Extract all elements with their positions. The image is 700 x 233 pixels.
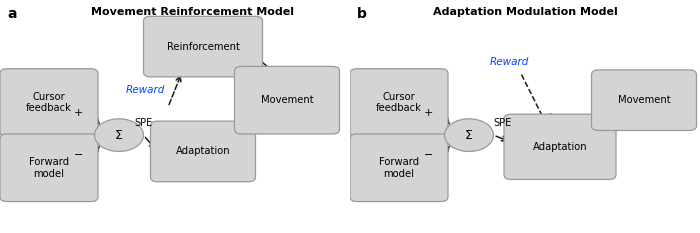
Text: Σ: Σ <box>465 129 473 142</box>
FancyBboxPatch shape <box>0 69 98 136</box>
Text: SPE: SPE <box>493 118 512 128</box>
FancyBboxPatch shape <box>504 114 616 179</box>
Text: Forward
model: Forward model <box>29 157 69 178</box>
FancyBboxPatch shape <box>0 134 98 202</box>
Text: Forward
model: Forward model <box>379 157 419 178</box>
FancyBboxPatch shape <box>592 70 696 130</box>
Text: Movement: Movement <box>617 95 671 105</box>
Text: −: − <box>424 151 433 161</box>
Text: +: + <box>424 109 433 119</box>
Text: SPE: SPE <box>134 118 153 128</box>
Text: Movement Reinforcement Model: Movement Reinforcement Model <box>91 7 294 17</box>
FancyBboxPatch shape <box>234 66 340 134</box>
Text: Σ: Σ <box>115 129 123 142</box>
Text: b: b <box>357 7 367 21</box>
Circle shape <box>94 119 144 151</box>
Text: Adaptation: Adaptation <box>176 147 230 156</box>
Text: Cursor
feedback: Cursor feedback <box>26 92 72 113</box>
Circle shape <box>444 119 493 151</box>
FancyBboxPatch shape <box>350 69 448 136</box>
Text: Reward: Reward <box>490 57 529 67</box>
Text: +: + <box>74 109 83 119</box>
Text: Adaptation: Adaptation <box>533 142 587 152</box>
Text: Movement: Movement <box>260 95 314 105</box>
FancyBboxPatch shape <box>350 134 448 202</box>
Text: a: a <box>7 7 17 21</box>
FancyBboxPatch shape <box>144 16 262 77</box>
FancyBboxPatch shape <box>150 121 256 182</box>
Text: Reward: Reward <box>126 85 165 95</box>
Text: Adaptation Modulation Model: Adaptation Modulation Model <box>433 7 617 17</box>
Text: Reinforcement: Reinforcement <box>167 42 239 51</box>
Text: Cursor
feedback: Cursor feedback <box>376 92 422 113</box>
Text: −: − <box>74 151 83 161</box>
